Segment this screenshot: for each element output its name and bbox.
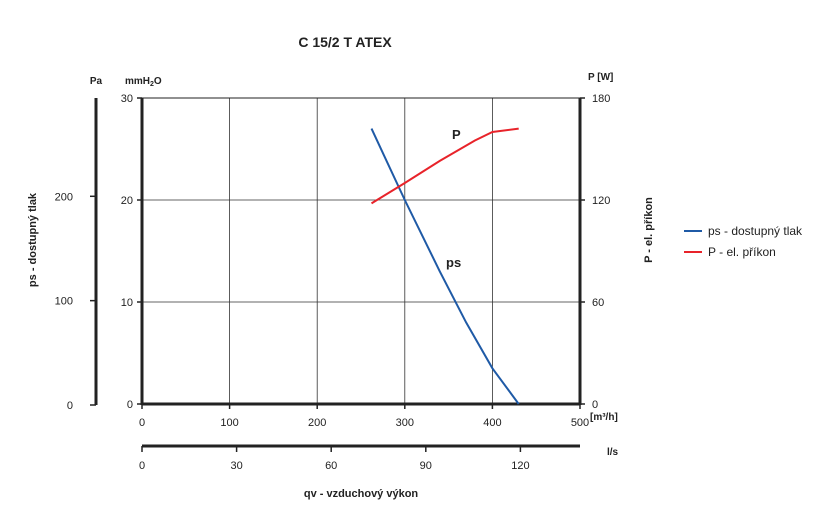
x-tick-label-ls: 90 [420, 460, 432, 472]
grid [141, 97, 581, 405]
y-axis-right-title: P - el. příkon [643, 197, 655, 263]
legend-item-p: P - el. příkon [684, 241, 802, 262]
chart-title: C 15/2 T ATEX [298, 34, 392, 50]
x-tick-label-m3h: 300 [396, 417, 414, 429]
x-tick-label-m3h: 0 [139, 417, 145, 429]
ticks: 0 100 200 300 400 500010203006012018001002000… [55, 93, 611, 472]
series-p-curve-label: P [452, 127, 461, 142]
y-tick-label-pa: 100 [55, 296, 73, 308]
legend-swatch-ps [684, 229, 702, 232]
pa-unit-label: Pa [90, 76, 103, 87]
w-unit-label: P [W] [588, 72, 613, 83]
y-tick-label-mmh2o: 20 [121, 195, 133, 207]
y-tick-label-mmh2o: 30 [121, 93, 133, 105]
legend-swatch-p [684, 250, 702, 253]
x-tick-label-m3h: 400 [483, 417, 501, 429]
series-ps-line [370, 128, 520, 405]
series-p-line [370, 127, 519, 205]
y-tick-label-w: 0 [592, 399, 598, 411]
y-tick-label-pa: 200 [55, 191, 73, 203]
y-tick-label-w: 120 [592, 195, 610, 207]
x-tick-label-m3h: 200 [308, 417, 326, 429]
x-tick-label-m3h: 100 [220, 417, 238, 429]
y-tick-label-mmh2o: 0 [127, 399, 133, 411]
legend-label-ps: ps - dostupný tlak [708, 223, 803, 238]
x-tick-label-ls: 120 [511, 460, 529, 472]
series-ps-curve-label: ps [446, 255, 461, 270]
y-axis-left-title: ps - dostupný tlak [27, 192, 39, 287]
plot-frame [141, 97, 581, 405]
x-tick-label-ls: 60 [325, 460, 337, 472]
y-tick-label-w: 60 [592, 297, 604, 309]
legend-item-ps: ps - dostupný tlak [684, 220, 802, 241]
y-tick-label-mmh2o: 10 [121, 297, 133, 309]
x-tick-label-ls: 30 [230, 460, 242, 472]
m3h-unit-label: [m³/h] [590, 412, 618, 423]
legend-label-p: P - el. příkon [708, 244, 776, 259]
x-axis-title: qv - vzduchový výkon [304, 488, 419, 500]
mmh2o-unit-label: mmH2O [125, 76, 162, 88]
y-tick-label-pa: 0 [67, 400, 73, 412]
x-tick-label-ls: 0 [139, 460, 145, 472]
x-tick-label-m3h: 500 [571, 417, 589, 429]
y-tick-label-w: 180 [592, 93, 610, 105]
ls-unit-label: l/s [607, 447, 619, 458]
legend: ps - dostupný tlak P - el. příkon [684, 220, 802, 262]
